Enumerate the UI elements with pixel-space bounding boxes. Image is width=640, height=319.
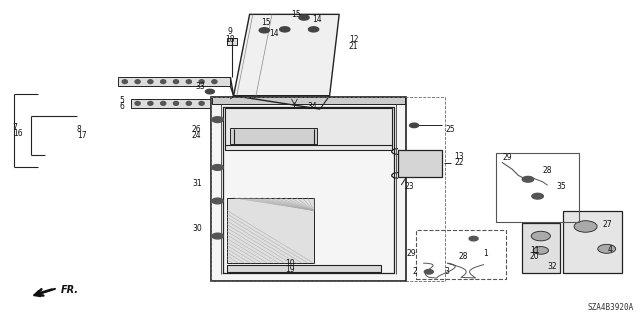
Ellipse shape bbox=[173, 80, 179, 84]
Circle shape bbox=[212, 165, 223, 170]
Text: 19: 19 bbox=[285, 265, 294, 274]
Ellipse shape bbox=[186, 101, 191, 105]
Polygon shape bbox=[227, 198, 314, 263]
Polygon shape bbox=[522, 223, 560, 273]
Text: 5: 5 bbox=[119, 96, 124, 105]
Ellipse shape bbox=[135, 101, 140, 105]
Polygon shape bbox=[230, 128, 317, 144]
Ellipse shape bbox=[212, 80, 217, 84]
Polygon shape bbox=[118, 77, 230, 86]
Polygon shape bbox=[234, 14, 339, 96]
Text: 22: 22 bbox=[454, 158, 464, 167]
Ellipse shape bbox=[148, 101, 153, 105]
Ellipse shape bbox=[135, 80, 140, 84]
Text: 14: 14 bbox=[312, 15, 322, 24]
Ellipse shape bbox=[212, 101, 217, 105]
Text: 3: 3 bbox=[445, 267, 450, 276]
Text: FR.: FR. bbox=[61, 285, 79, 295]
FancyArrowPatch shape bbox=[36, 289, 52, 296]
Ellipse shape bbox=[173, 101, 179, 105]
Text: 28: 28 bbox=[459, 252, 468, 261]
Text: 9: 9 bbox=[228, 27, 233, 36]
Text: 4: 4 bbox=[608, 245, 613, 254]
Ellipse shape bbox=[148, 80, 153, 84]
Ellipse shape bbox=[161, 101, 166, 105]
Text: 26: 26 bbox=[192, 125, 202, 134]
Text: 28: 28 bbox=[543, 166, 552, 175]
Circle shape bbox=[308, 27, 319, 32]
Circle shape bbox=[410, 123, 419, 128]
Text: 7: 7 bbox=[13, 123, 18, 132]
Polygon shape bbox=[212, 97, 405, 104]
Circle shape bbox=[212, 198, 223, 204]
Text: 6: 6 bbox=[119, 102, 124, 111]
Circle shape bbox=[598, 244, 616, 253]
Text: 17: 17 bbox=[77, 131, 86, 140]
Text: 20: 20 bbox=[530, 252, 540, 261]
Text: 15: 15 bbox=[291, 10, 301, 19]
Ellipse shape bbox=[199, 101, 204, 105]
Circle shape bbox=[205, 89, 214, 94]
Circle shape bbox=[212, 117, 223, 122]
Polygon shape bbox=[227, 265, 381, 272]
Text: 31: 31 bbox=[192, 179, 202, 188]
Circle shape bbox=[424, 270, 433, 274]
Circle shape bbox=[259, 28, 269, 33]
Text: 29: 29 bbox=[502, 153, 512, 162]
Text: 21: 21 bbox=[349, 42, 358, 51]
Text: 24: 24 bbox=[192, 131, 202, 140]
Text: SZA4B3920A: SZA4B3920A bbox=[588, 303, 634, 312]
Circle shape bbox=[533, 247, 548, 254]
Circle shape bbox=[531, 231, 550, 241]
Circle shape bbox=[574, 221, 597, 232]
Text: 18: 18 bbox=[226, 35, 235, 44]
Polygon shape bbox=[225, 108, 392, 150]
Text: 12: 12 bbox=[349, 35, 358, 44]
Text: 35: 35 bbox=[557, 182, 566, 191]
Text: 30: 30 bbox=[192, 224, 202, 233]
Text: 1: 1 bbox=[483, 249, 488, 258]
Text: 34: 34 bbox=[307, 102, 317, 111]
Circle shape bbox=[299, 15, 309, 20]
Text: 29: 29 bbox=[406, 249, 416, 258]
Ellipse shape bbox=[161, 80, 166, 84]
Text: 27: 27 bbox=[603, 220, 612, 229]
Polygon shape bbox=[398, 150, 442, 177]
Text: 23: 23 bbox=[404, 182, 414, 191]
Ellipse shape bbox=[186, 80, 191, 84]
Circle shape bbox=[469, 236, 478, 241]
Ellipse shape bbox=[199, 80, 204, 84]
Polygon shape bbox=[227, 38, 237, 45]
Circle shape bbox=[280, 27, 290, 32]
Text: 15: 15 bbox=[261, 18, 271, 27]
Circle shape bbox=[212, 233, 223, 239]
Text: 11: 11 bbox=[530, 246, 540, 255]
Text: 32: 32 bbox=[547, 262, 557, 271]
Polygon shape bbox=[211, 97, 406, 281]
Text: 33: 33 bbox=[195, 82, 205, 91]
Text: 8: 8 bbox=[77, 125, 81, 134]
Circle shape bbox=[522, 176, 534, 182]
Text: 10: 10 bbox=[285, 259, 294, 268]
Ellipse shape bbox=[122, 80, 127, 84]
Polygon shape bbox=[131, 99, 230, 108]
Text: 13: 13 bbox=[454, 152, 464, 161]
Circle shape bbox=[532, 193, 543, 199]
Text: 25: 25 bbox=[445, 125, 455, 134]
Text: 2: 2 bbox=[412, 267, 417, 276]
Polygon shape bbox=[563, 211, 622, 273]
Text: 16: 16 bbox=[13, 130, 22, 138]
Text: 14: 14 bbox=[269, 29, 278, 38]
